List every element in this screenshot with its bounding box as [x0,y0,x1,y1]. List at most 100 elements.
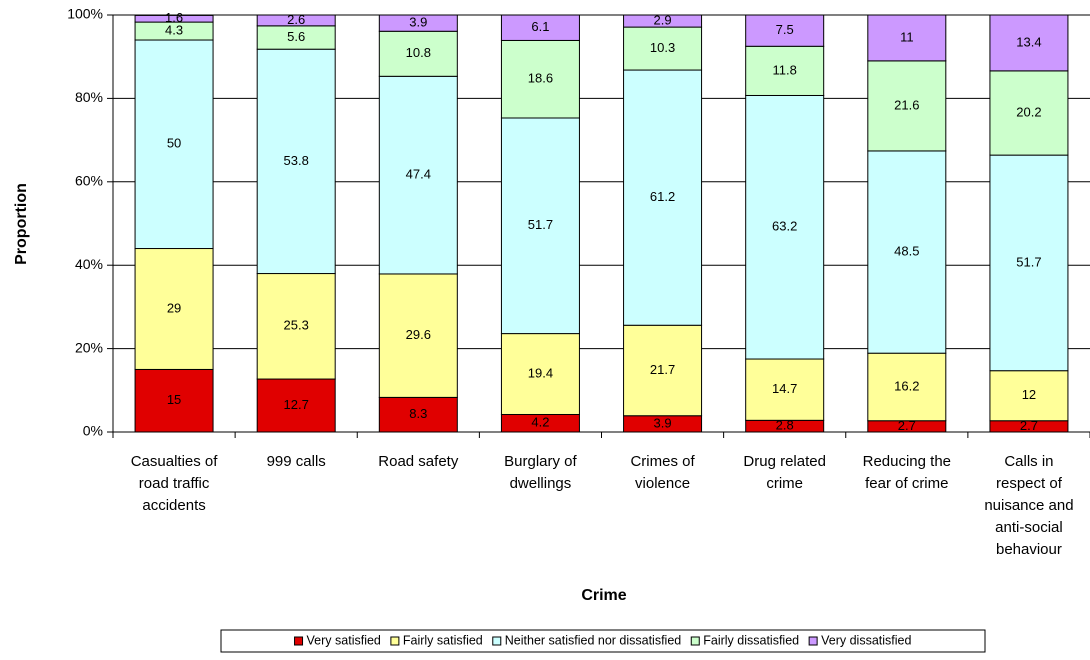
data-label: 53.8 [284,153,309,168]
x-tick-label: Drug related [743,453,826,470]
y-tick-label: 0% [83,423,103,439]
data-label: 15 [167,392,181,407]
y-tick-label: 40% [75,256,103,272]
data-label: 3.9 [654,415,672,430]
data-label: 50 [167,136,181,151]
bar-segment [378,14,458,32]
data-label: 10.3 [650,40,675,55]
bar-segment [745,45,825,96]
legend-label: Neither satisfied nor dissatisfied [505,633,682,647]
bar-segment [745,358,825,421]
bar-segment [745,14,825,47]
x-tick-label: dwellings [510,475,572,492]
data-label: 11 [900,29,914,44]
x-tick-label: Road safety [378,453,459,470]
data-label: 1.6 [165,10,183,25]
data-label: 47.4 [406,167,431,182]
x-tick-label: respect of [996,475,1063,492]
bar-segment [867,60,947,152]
legend: Very satisfied Fairly satisfied Neither sa… [220,629,986,653]
data-label: 2.9 [654,12,672,27]
data-label: 18.6 [528,71,553,86]
bar-segment [256,378,336,433]
bar-segment [623,14,703,28]
legend-label: Fairly dissatisfied [703,633,799,647]
x-tick-label: Reducing the [863,453,951,470]
data-label: 12 [1022,387,1036,402]
data-label: 20.2 [1016,104,1041,119]
data-label: 10.8 [406,45,431,60]
x-axis-title: Crime [581,587,626,604]
bar-segment [623,26,703,71]
bar-segment [134,14,214,23]
legend-swatch [294,636,304,646]
bar-segment [256,14,336,27]
data-label: 14.7 [772,381,797,396]
data-label: 21.7 [650,362,675,377]
bar-segment [500,117,580,335]
legend-swatch [808,636,818,646]
y-tick-label: 80% [75,89,103,105]
legend-swatch [492,636,502,646]
legend-box [220,629,986,653]
y-tick-label: 20% [75,339,103,355]
data-label: 2.7 [1020,418,1038,433]
data-label: 3.9 [409,15,427,30]
bar-segment [623,69,703,326]
axes: 0% 20% 40% 60% 80% 100% [67,6,1090,439]
data-label: 25.3 [284,318,309,333]
x-tick-label: fear of crime [865,475,948,492]
legend-label: Very dissatisfied [821,633,911,647]
data-label: 19.4 [528,365,553,380]
x-tick-label: crime [766,475,803,492]
data-label: 63.2 [772,219,797,234]
bar-segment [500,333,580,415]
data-label: 2.7 [898,418,916,433]
x-tick-label: road traffic [139,475,210,492]
data-label: 29.6 [406,327,431,342]
bar-segment [378,273,458,398]
x-tick-label: nuisance and [984,497,1073,514]
bar-segment [134,248,214,370]
bar-segment [256,273,336,380]
legend-swatch [690,636,700,646]
x-tick-label: anti-social [995,519,1063,536]
bar-segment [989,14,1069,72]
legend-label: Very satisfied [307,633,381,647]
data-label: 4.2 [531,415,549,430]
y-tick-label: 100% [67,6,103,22]
x-tick-label: behaviour [996,541,1062,558]
data-label: 13.4 [1016,34,1041,49]
data-label: 6.1 [531,19,549,34]
x-tick-label: 999 calls [267,453,326,470]
data-label: 51.7 [528,217,553,232]
legend-swatch [390,636,400,646]
bar-segment [989,70,1069,156]
x-tick-label: Burglary of [504,453,577,470]
x-tick-label: Crimes of [630,453,695,470]
y-tick-label: 60% [75,173,103,189]
bars [134,14,1069,433]
data-label: 16.2 [894,378,919,393]
data-label: 29 [167,300,181,315]
data-label: 21.6 [894,97,919,112]
bar-segment [867,352,947,422]
labels: 15 29 50 4.31.6 Casualties of road traffic acc… [131,10,1074,558]
data-label: 4.3 [165,22,183,37]
data-label: 61.2 [650,189,675,204]
bar-segment [867,14,947,62]
bar-segment [500,39,580,119]
bar-segment [378,75,458,275]
data-label: 2.6 [287,12,305,27]
bar-segment [256,48,336,275]
bar-segment [378,30,458,77]
bar-segment [134,368,214,433]
data-label: 12.7 [284,397,309,412]
data-label: 5.6 [287,29,305,44]
data-label: 2.8 [776,418,794,433]
data-label: 7.5 [776,22,794,37]
x-tick-label: violence [635,475,690,492]
data-label: 48.5 [894,244,919,259]
bar-segment [745,94,825,360]
